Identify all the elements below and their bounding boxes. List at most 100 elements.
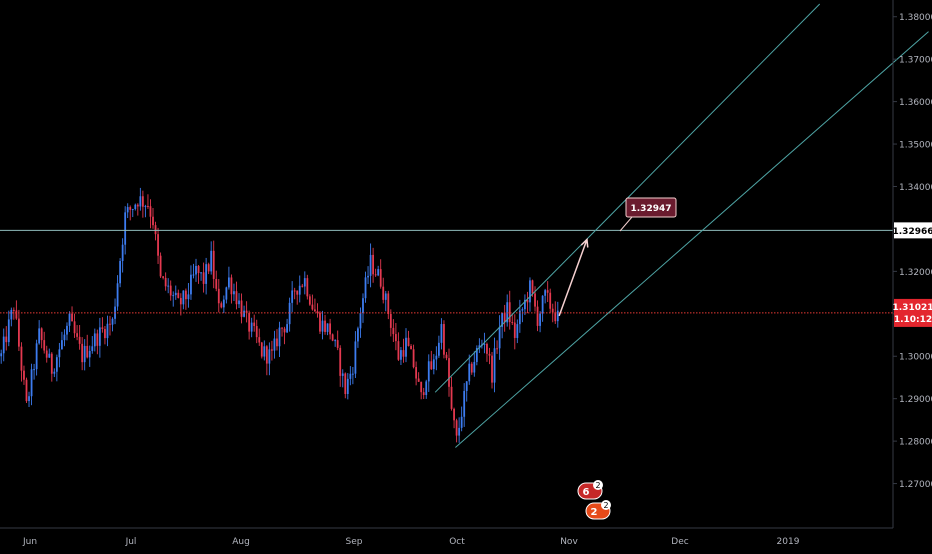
candle-body	[405, 338, 407, 357]
candle-body	[299, 286, 301, 295]
candle-body	[38, 328, 40, 343]
candle-body	[5, 337, 7, 343]
candle-body	[28, 396, 30, 401]
time-tick-label: Nov	[560, 537, 578, 547]
candle-body	[544, 290, 546, 296]
candle-body	[225, 287, 227, 299]
candle-body	[213, 251, 215, 279]
candle-body	[554, 312, 556, 321]
candle-body	[491, 356, 493, 383]
candle-body	[76, 333, 78, 337]
candle-body	[107, 324, 109, 338]
price-tick-label: 1.28000	[899, 438, 932, 448]
candle-body	[96, 333, 98, 345]
candle-body	[327, 323, 329, 332]
time-tick-label: 2019	[777, 537, 800, 547]
candle-body	[276, 339, 278, 347]
candle-body	[104, 329, 106, 338]
candle-body	[203, 272, 205, 284]
candle-body	[0, 353, 2, 356]
candle-body	[228, 277, 230, 287]
candle-body	[539, 314, 541, 326]
candle-body	[18, 319, 20, 347]
target-price-label: 1.32947	[631, 204, 672, 214]
candle-body	[446, 355, 448, 358]
candle-body	[147, 206, 149, 207]
candle-body	[36, 343, 38, 369]
candle-body	[339, 348, 341, 376]
candle-body	[64, 335, 66, 341]
candle-body	[311, 305, 313, 310]
candle-body	[509, 302, 511, 322]
candle-body	[253, 323, 255, 326]
candle-body	[403, 350, 405, 357]
candle-body	[180, 298, 182, 304]
resistance-price-text: 1.32966	[893, 227, 932, 237]
candle-body	[129, 207, 131, 210]
candle-body	[43, 340, 45, 350]
candle-body	[266, 346, 268, 363]
candle-body	[352, 374, 354, 375]
candle-body	[8, 319, 10, 342]
candle-body	[71, 314, 73, 322]
candle-body	[139, 196, 141, 206]
candle-body	[453, 409, 455, 420]
candle-body	[175, 293, 177, 295]
candle-body	[279, 328, 281, 347]
candle-body	[99, 327, 101, 345]
time-tick-label: Aug	[232, 537, 250, 547]
candle-body	[167, 286, 169, 287]
time-tick-label: Dec	[671, 537, 688, 547]
candle-body	[375, 274, 377, 275]
candle-body	[471, 364, 473, 373]
candle-body	[423, 392, 425, 395]
candle-body	[132, 209, 134, 210]
candle-body	[236, 291, 238, 304]
candle-body	[238, 301, 240, 305]
candle-body	[162, 276, 164, 278]
candle-body	[165, 278, 167, 286]
candle-body	[286, 324, 288, 332]
candle-body	[112, 319, 114, 325]
candle-body	[119, 261, 121, 283]
price-tick-label: 1.35000	[899, 141, 932, 151]
candle-body	[243, 311, 245, 317]
candle-body	[398, 341, 400, 360]
candle-body	[428, 361, 430, 381]
candle-body	[15, 310, 17, 318]
candle-body	[362, 298, 364, 313]
countdown-text: 1.10:12	[894, 315, 932, 325]
candle-body	[337, 340, 339, 348]
candle-body	[521, 309, 523, 310]
candle-body	[443, 324, 445, 355]
event-badge-top: 6	[583, 487, 590, 498]
candle-body	[182, 291, 184, 305]
candle-body	[332, 334, 334, 340]
price-tick-label: 1.37000	[899, 56, 932, 66]
price-tick-label: 1.32000	[899, 268, 932, 278]
candle-body	[289, 303, 291, 324]
candle-body	[329, 323, 331, 334]
candle-body	[415, 367, 417, 378]
candle-body	[314, 309, 316, 311]
candle-body	[466, 381, 468, 391]
candle-body	[296, 291, 298, 295]
candle-body	[21, 347, 23, 371]
candle-body	[418, 379, 420, 382]
candle-body	[441, 324, 443, 343]
candle-body	[33, 369, 35, 370]
candle-body	[430, 361, 432, 369]
candle-body	[268, 349, 270, 363]
candle-body	[84, 346, 86, 362]
candle-body	[51, 354, 53, 374]
candle-body	[413, 349, 415, 367]
candle-body	[433, 359, 435, 369]
candle-body	[529, 280, 531, 302]
candle-body	[400, 350, 402, 360]
candle-body	[134, 205, 136, 209]
candle-body	[74, 321, 76, 333]
candle-body	[494, 348, 496, 382]
candle-body	[241, 301, 243, 317]
